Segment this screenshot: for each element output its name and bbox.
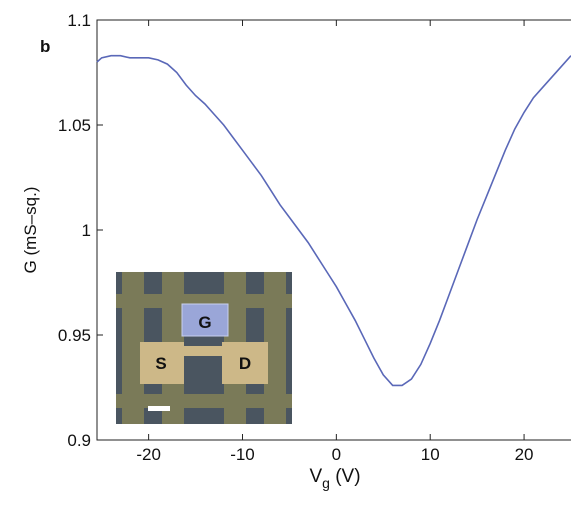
- panel-label: b: [40, 37, 50, 56]
- inset-electrodes: [116, 272, 292, 424]
- inset-label: D: [239, 354, 251, 373]
- y-tick-label: 1.05: [58, 116, 91, 135]
- inset-drain: [222, 342, 268, 384]
- inset-source: [140, 342, 184, 384]
- inset-gate: [181, 303, 229, 337]
- x-tick-label: -10: [230, 445, 255, 464]
- y-tick-label: 1.1: [67, 11, 91, 30]
- inset: G S D: [116, 272, 292, 424]
- inset-scalebar: [148, 406, 170, 411]
- data-line: [96, 54, 571, 387]
- x-label-sub: g: [322, 475, 330, 491]
- y-tick-label: 1: [82, 221, 91, 240]
- x-tick-label: 20: [515, 445, 534, 464]
- x-axis-label: Vg (V): [309, 466, 360, 491]
- inset-label: G: [198, 313, 211, 332]
- inset-label: S: [155, 354, 166, 373]
- x-label-main: V: [309, 466, 322, 487]
- y-tick-label: 0.9: [67, 431, 91, 450]
- x-tick-label: 0: [332, 445, 341, 464]
- y-tick-label: 0.95: [58, 326, 91, 345]
- inset-channel: [183, 346, 223, 356]
- y-axis-label: G (mS–sq.): [21, 187, 40, 274]
- x-label-unit: (V): [330, 466, 361, 487]
- x-tick-label: -20: [136, 445, 161, 464]
- x-tick-label: 10: [421, 445, 440, 464]
